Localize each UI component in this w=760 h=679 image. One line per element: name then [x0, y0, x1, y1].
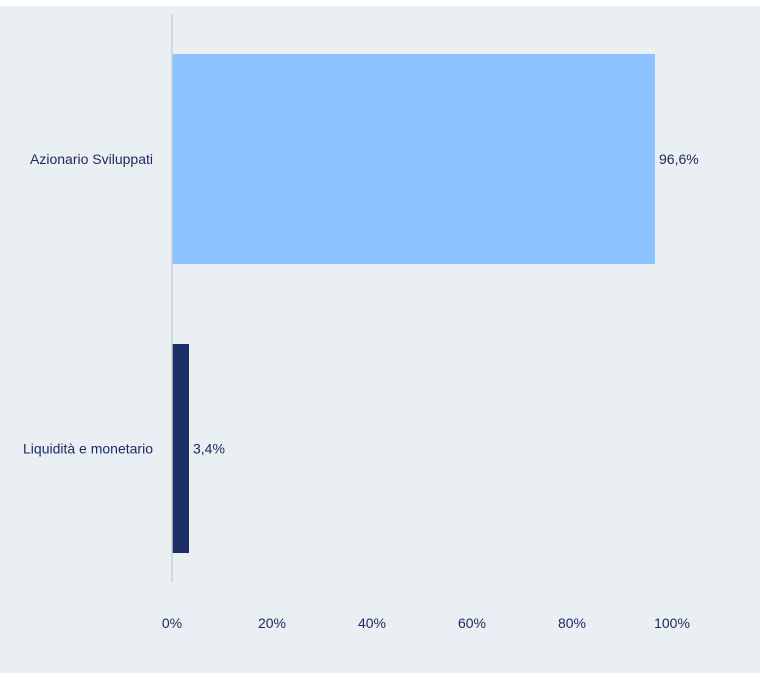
x-tick-label: 100% [654, 615, 690, 631]
x-tick-label: 60% [458, 615, 486, 631]
category-labels: Azionario Sviluppati Liquidità e monetari… [23, 151, 153, 457]
value-labels: 96,6% 3,4% [193, 151, 699, 457]
x-tick-label: 40% [358, 615, 386, 631]
value-label-liquidita-e-monetario: 3,4% [193, 441, 225, 457]
x-tick-label: 20% [258, 615, 286, 631]
category-label-liquidita-e-monetario: Liquidità e monetario [23, 441, 153, 457]
bar-azionario-sviluppati [172, 54, 655, 264]
x-axis-tick-labels: 0% 20% 40% 60% 80% 100% [162, 615, 690, 631]
value-label-azionario-sviluppati: 96,6% [659, 151, 699, 167]
bar-liquidita-e-monetario [172, 344, 189, 553]
x-tick-label: 0% [162, 615, 182, 631]
x-tick-label: 80% [558, 615, 586, 631]
bars-layer [172, 54, 655, 553]
category-label-azionario-sviluppati: Azionario Sviluppati [30, 151, 153, 167]
